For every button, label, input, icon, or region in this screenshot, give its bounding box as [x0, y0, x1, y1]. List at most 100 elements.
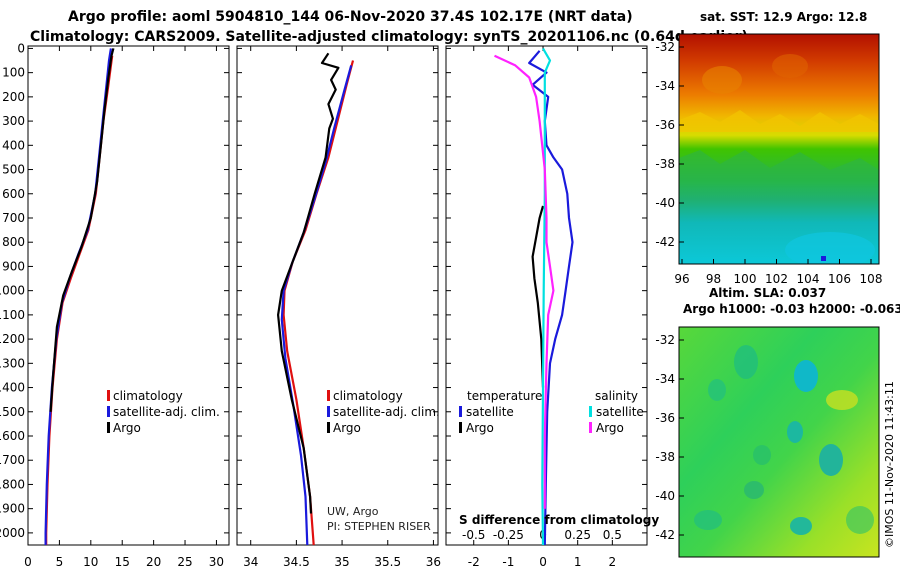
- legend-swatch-climatology: [107, 390, 110, 401]
- argo-position-marker: [821, 256, 826, 261]
- sla-map-title-1: Altim. SLA: 0.037: [709, 286, 826, 300]
- s-diff-tick-label: 0.5: [603, 528, 622, 542]
- x-tick-label: 15: [115, 555, 130, 569]
- legend-label-temp-satellite: satellite: [466, 405, 514, 419]
- annotation-uw-argo: UW, Argo: [327, 505, 379, 518]
- series-argo: [49, 48, 115, 412]
- sla-eddy: [787, 421, 803, 443]
- x-tick-label: 34.5: [283, 555, 310, 569]
- x-tick-label: 5: [56, 555, 64, 569]
- temperature-panel: [27, 45, 230, 546]
- legend-swatch-temp-argo: [459, 422, 462, 433]
- salinity-panel: [236, 45, 439, 546]
- lon-tick-label: 104: [797, 272, 820, 286]
- depth-tick-label: 700: [2, 211, 25, 225]
- sst-front-band: [679, 150, 879, 180]
- legend-label-sal-satellite: satellite: [596, 405, 644, 419]
- sla-eddy: [790, 517, 812, 535]
- depth-tick-label: 1200: [0, 332, 25, 346]
- series-salinity-argo: [494, 54, 555, 509]
- lat-tick-label: -42: [655, 235, 675, 249]
- depth-tick-label: 300: [2, 114, 25, 128]
- lat-tick-label: -40: [655, 489, 675, 503]
- sla-eddy: [819, 444, 843, 476]
- sst-map: [679, 34, 879, 264]
- sla-map-title-2: Argo h1000: -0.03 h2000: -0.063: [683, 302, 900, 316]
- depth-tick-label: 1900: [0, 502, 25, 516]
- depth-tick-label: 800: [2, 235, 25, 249]
- x-tick-label: 36: [426, 555, 441, 569]
- s-diff-tick-label: -0.5: [462, 528, 485, 542]
- sla-eddy: [794, 360, 818, 392]
- x-tick-label: 20: [146, 555, 161, 569]
- legend-label-temp-argo: Argo: [466, 421, 494, 435]
- lat-tick-label: -36: [655, 118, 675, 132]
- depth-tick-label: 400: [2, 138, 25, 152]
- legend-label-satellite: satellite-adj. clim.: [333, 405, 440, 419]
- lon-tick-label: 106: [828, 272, 851, 286]
- salinity-legend: climatology satellite-adj. clim. Argo UW…: [327, 389, 440, 533]
- legend-swatch-sal-argo: [589, 422, 592, 433]
- sla-eddy: [846, 506, 874, 534]
- legend-label-climatology: climatology: [113, 389, 183, 403]
- lon-tick-label: 108: [860, 272, 883, 286]
- x-tick-label: 25: [177, 555, 192, 569]
- lon-tick-label: 98: [706, 272, 721, 286]
- lat-tick-label: -40: [655, 196, 675, 210]
- depth-tick-label: 1700: [0, 453, 25, 467]
- legend-swatch-climatology: [327, 390, 330, 401]
- sst-map-ticks: -32 -34 -36 -38 -40 -42 96 98 100 102 104 106 108: [655, 40, 882, 286]
- title-line-2: Climatology: CARS2009. Satellite-adjuste…: [30, 29, 748, 45]
- legend-label-climatology: climatology: [333, 389, 403, 403]
- legend-swatch-sal-satellite: [589, 406, 592, 417]
- lat-tick-label: -36: [655, 411, 675, 425]
- sst-map-title: sat. SST: 12.9 Argo: 12.8: [700, 10, 867, 24]
- depth-tick-label: 1100: [0, 308, 25, 322]
- depth-tick-label: 600: [2, 187, 25, 201]
- sla-map-frame: [678, 326, 880, 558]
- sla-map: [679, 327, 879, 557]
- legend-swatch-temp-satellite: [459, 406, 462, 417]
- depth-tick-label: 1600: [0, 429, 25, 443]
- legend-label-argo: Argo: [333, 421, 361, 435]
- temperature-legend: climatology satellite-adj. clim. Argo: [107, 389, 220, 435]
- depth-tick-label: 100: [2, 66, 25, 80]
- depth-tick-label: 1500: [0, 405, 25, 419]
- sst-map-frame: [678, 33, 880, 265]
- lat-tick-label: -32: [655, 40, 675, 54]
- sst-warm-eddy: [702, 66, 742, 94]
- depth-tick-label: 1000: [0, 284, 25, 298]
- sst-front-band: [679, 110, 879, 132]
- legend-swatch-satellite: [327, 406, 330, 417]
- x-tick-label: 0: [539, 555, 547, 569]
- depth-tick-label: 200: [2, 90, 25, 104]
- profile-series: [44, 47, 574, 546]
- lat-tick-label: -38: [655, 450, 675, 464]
- x-tick-label: 35: [334, 555, 349, 569]
- sla-eddy: [708, 379, 726, 401]
- depth-tick-label: 2000: [0, 526, 25, 540]
- series-temperature-satellite: [528, 50, 574, 546]
- lat-tick-label: -38: [655, 157, 675, 171]
- sla-eddy: [694, 510, 722, 530]
- s-diff-tick-label: 0.25: [564, 528, 591, 542]
- lon-tick-label: 96: [674, 272, 689, 286]
- x-tick-label: 10: [83, 555, 98, 569]
- series-temperature-argo: [531, 205, 545, 388]
- depth-tick-label: 900: [2, 259, 25, 273]
- x-tick-label: 1: [574, 555, 582, 569]
- x-tick-label: -2: [468, 555, 480, 569]
- sst-warm-eddy: [772, 54, 808, 78]
- sla-eddy: [753, 445, 771, 465]
- lat-tick-label: -34: [655, 79, 675, 93]
- depth-tick-label: 1300: [0, 356, 25, 370]
- legend-swatch-argo: [327, 422, 330, 433]
- s-diff-tick-label: -0.25: [493, 528, 524, 542]
- sla-eddy: [734, 345, 758, 379]
- lat-tick-label: -42: [655, 528, 675, 542]
- lat-tick-label: -34: [655, 372, 675, 386]
- depth-tick-label: 1400: [0, 381, 25, 395]
- axis-ticks: 0100200300400500600700800900100011001200…: [0, 41, 647, 569]
